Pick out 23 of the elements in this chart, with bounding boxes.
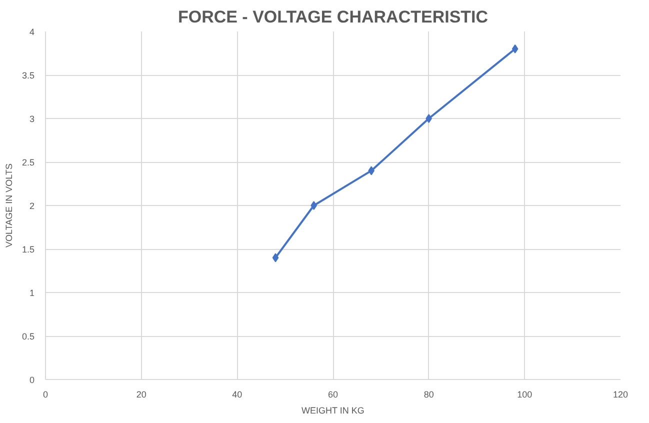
x-tick-label: 0 bbox=[42, 390, 48, 400]
y-axis-title: VOLTAGE IN VOLTS bbox=[4, 163, 14, 248]
x-axis-title: WEIGHT IN KG bbox=[302, 406, 364, 416]
y-tick-label: 4 bbox=[29, 27, 35, 37]
x-tick-label: 100 bbox=[517, 390, 532, 400]
y-tick-label: 1.5 bbox=[22, 244, 35, 254]
y-tick-label: 3.5 bbox=[22, 70, 35, 80]
y-tick-label: 3 bbox=[29, 114, 35, 124]
y-tick-label: 1 bbox=[29, 288, 35, 298]
y-tick-label: 0 bbox=[29, 375, 35, 385]
point bbox=[272, 253, 279, 262]
y-tick-label: 2 bbox=[29, 201, 35, 211]
x-tick-label: 40 bbox=[232, 390, 242, 400]
point bbox=[512, 44, 518, 54]
point bbox=[310, 201, 317, 210]
x-tick-label: 120 bbox=[612, 390, 628, 400]
point bbox=[426, 114, 432, 123]
x-tick-label: 20 bbox=[136, 390, 146, 400]
chart-title: FORCE - VOLTAGE CHARACTERISTIC bbox=[178, 8, 488, 26]
y-tick-label: 2.5 bbox=[22, 158, 35, 168]
y-tick-label: 0.5 bbox=[22, 332, 35, 342]
x-tick-label: 60 bbox=[328, 390, 338, 400]
x-tick-label: 80 bbox=[424, 390, 434, 400]
